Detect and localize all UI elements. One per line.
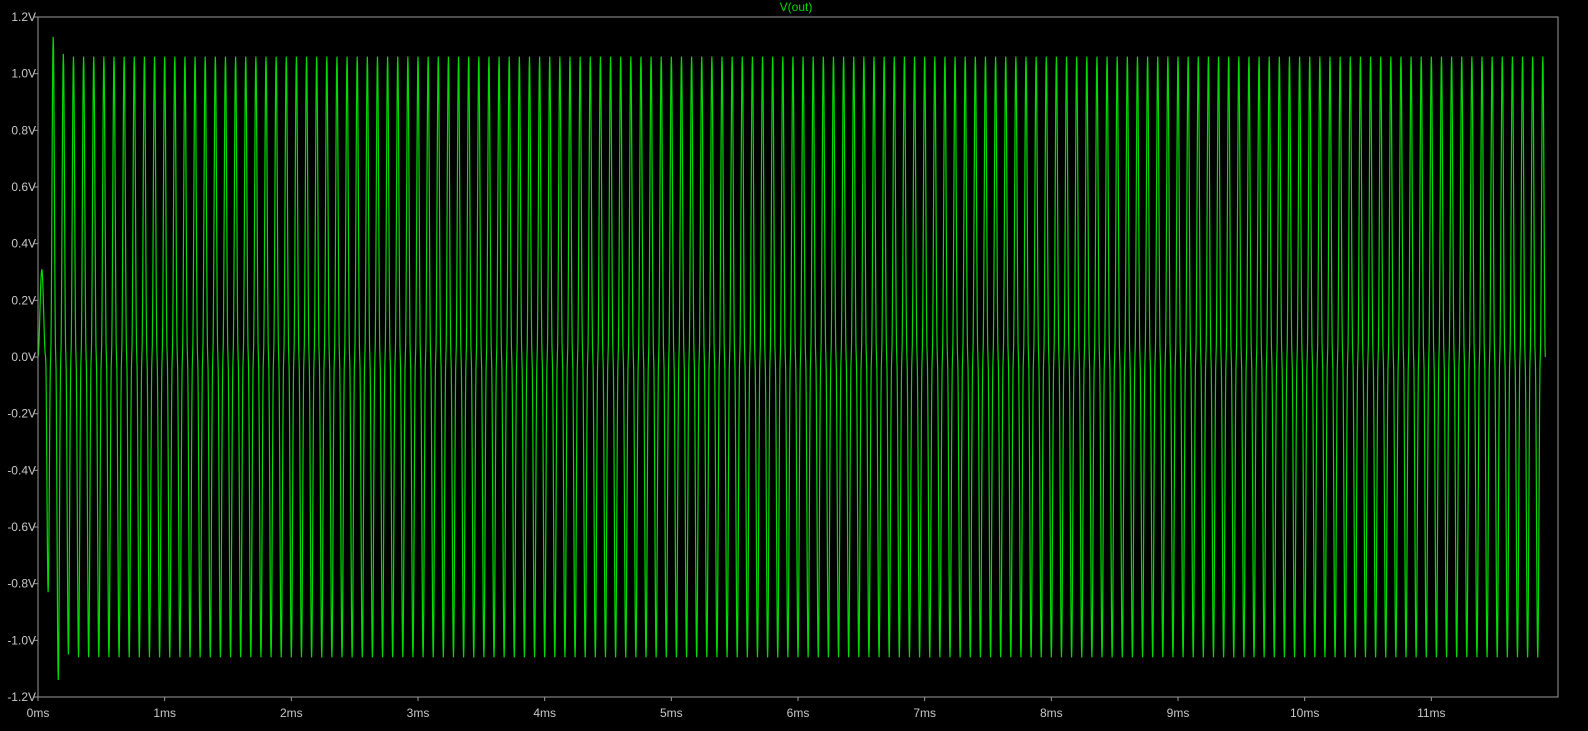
x-axis[interactable]: 0ms 1ms 2ms 3ms 4ms 5ms 6ms 7ms 8ms 9ms 10ms 11ms <box>27 697 1446 720</box>
y-tick-label: 0.8V <box>11 123 36 137</box>
y-tick-label: 1.2V <box>11 10 36 24</box>
x-tick-label: 4ms <box>533 706 556 720</box>
trace-title-v-out[interactable]: V(out) <box>780 0 813 14</box>
y-tick-label: -0.8V <box>7 577 36 591</box>
y-axis[interactable]: 1.2V 1.0V 0.8V 0.6V 0.4V 0.2V 0.0V -0.2V -0.4V -0… <box>7 10 38 704</box>
x-tick-label: 3ms <box>407 706 430 720</box>
y-tick-label: -1.0V <box>7 633 36 647</box>
x-tick-label: 0ms <box>27 706 50 720</box>
x-tick-label: 5ms <box>660 706 683 720</box>
y-tick-label: -1.2V <box>7 690 36 704</box>
x-tick-label: 10ms <box>1290 706 1319 720</box>
y-tick-label: -0.2V <box>7 407 36 421</box>
x-tick-label: 9ms <box>1167 706 1190 720</box>
plot-frame <box>37 16 1559 698</box>
y-tick-label: 1.0V <box>11 67 36 81</box>
y-tick-label: 0.2V <box>11 293 36 307</box>
x-tick-label: 7ms <box>913 706 936 720</box>
x-tick-label: 1ms <box>153 706 176 720</box>
y-tick-label: 0.6V <box>11 180 36 194</box>
y-tick-label: -0.6V <box>7 520 36 534</box>
x-tick-label: 11ms <box>1417 706 1445 720</box>
x-tick-label: 2ms <box>280 706 303 720</box>
y-tick-label: 0.0V <box>11 350 36 364</box>
trace-v-out-line <box>37 36 1546 681</box>
y-tick-label: 0.4V <box>11 237 36 251</box>
x-tick-label: 8ms <box>1040 706 1063 720</box>
y-tick-label: -0.4V <box>7 463 36 477</box>
x-tick-label: 6ms <box>787 706 810 720</box>
